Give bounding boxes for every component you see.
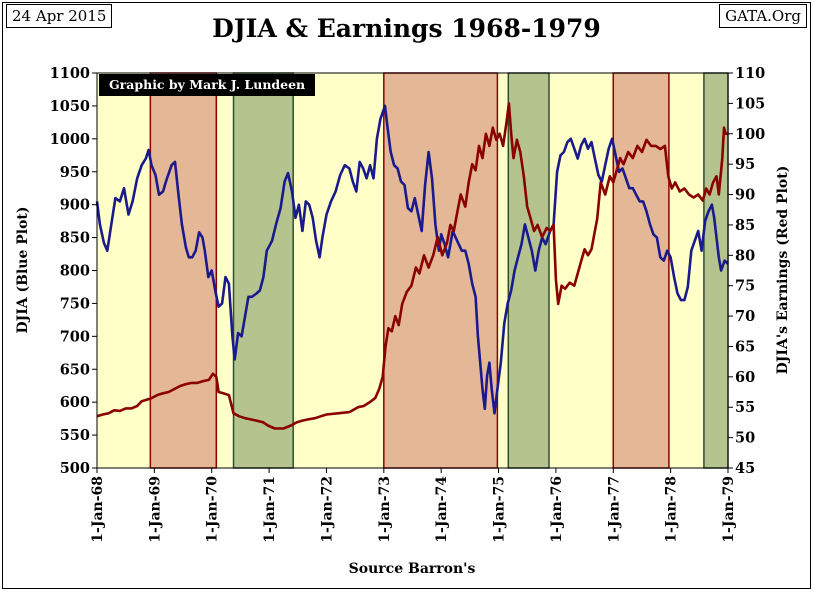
x-tick-label: 1-Jan-73: [377, 476, 393, 543]
y2-tick-label: 45: [735, 460, 755, 477]
bear-market-band: [383, 72, 499, 469]
y2-axis-label: DJIA's Earnings (Red Plot): [775, 166, 791, 375]
y2-tick-label: 55: [735, 399, 755, 416]
x-tick-label: 1-Jan-75: [492, 476, 508, 543]
site-label: GATA.Org: [719, 4, 807, 28]
y2-tick-label: 80: [735, 247, 755, 264]
y-tick-label: 1050: [50, 98, 90, 115]
y-tick-label: 650: [60, 361, 90, 378]
y2-tick-label: 85: [735, 217, 755, 234]
chart-title: DJIA & Earnings 1968-1979: [212, 14, 601, 43]
y2-tick-label: 90: [735, 187, 755, 204]
y-tick-label: 1000: [50, 131, 90, 148]
x-tick-label: 1-Jan-79: [721, 476, 737, 543]
y2-tick-label: 105: [735, 95, 765, 112]
y-tick-label: 900: [60, 197, 90, 214]
y2-tick-label: 50: [735, 430, 755, 447]
earnings-line: [96, 102, 728, 430]
x-tick-label: 1-Jan-74: [434, 476, 450, 543]
credit-label: Graphic by Mark J. Lundeen: [99, 74, 316, 96]
y2-tick-label: 70: [735, 308, 755, 325]
bear-market-band: [149, 72, 218, 469]
y2-tick-label: 100: [735, 126, 765, 143]
y2-tick-label: 65: [735, 338, 755, 355]
x-tick-label: 1-Jan-76: [549, 476, 565, 543]
y-tick-label: 1100: [50, 65, 90, 82]
y2-tick-label: 60: [735, 369, 755, 386]
date-label: 24 Apr 2015: [6, 4, 113, 28]
x-axis-label: Source Barron's: [349, 561, 476, 577]
x-tick-label: 1-Jan-72: [319, 476, 335, 543]
y-axis-label: DJIA (Blue Plot): [15, 206, 31, 333]
x-tick-label: 1-Jan-78: [664, 476, 680, 543]
y-tick-label: 950: [60, 164, 90, 181]
y-tick-label: 500: [60, 460, 90, 477]
y2-tick-label: 75: [735, 278, 755, 295]
y-tick-label: 600: [60, 394, 90, 411]
y2-tick-label: 95: [735, 156, 755, 173]
y2-tick-label: 110: [735, 65, 765, 82]
y-tick-label: 700: [60, 328, 90, 345]
x-tick-label: 1-Jan-71: [262, 476, 278, 543]
y-tick-label: 850: [60, 230, 90, 247]
y-tick-label: 800: [60, 263, 90, 280]
y-tick-label: 750: [60, 295, 90, 312]
x-tick-label: 1-Jan-69: [147, 476, 163, 543]
x-tick-label: 1-Jan-70: [205, 476, 221, 543]
x-tick-label: 1-Jan-68: [90, 476, 106, 543]
y-tick-label: 550: [60, 427, 90, 444]
bear-market-band: [612, 72, 670, 469]
djia-line: [95, 104, 729, 415]
x-tick-label: 1-Jan-77: [606, 476, 622, 543]
